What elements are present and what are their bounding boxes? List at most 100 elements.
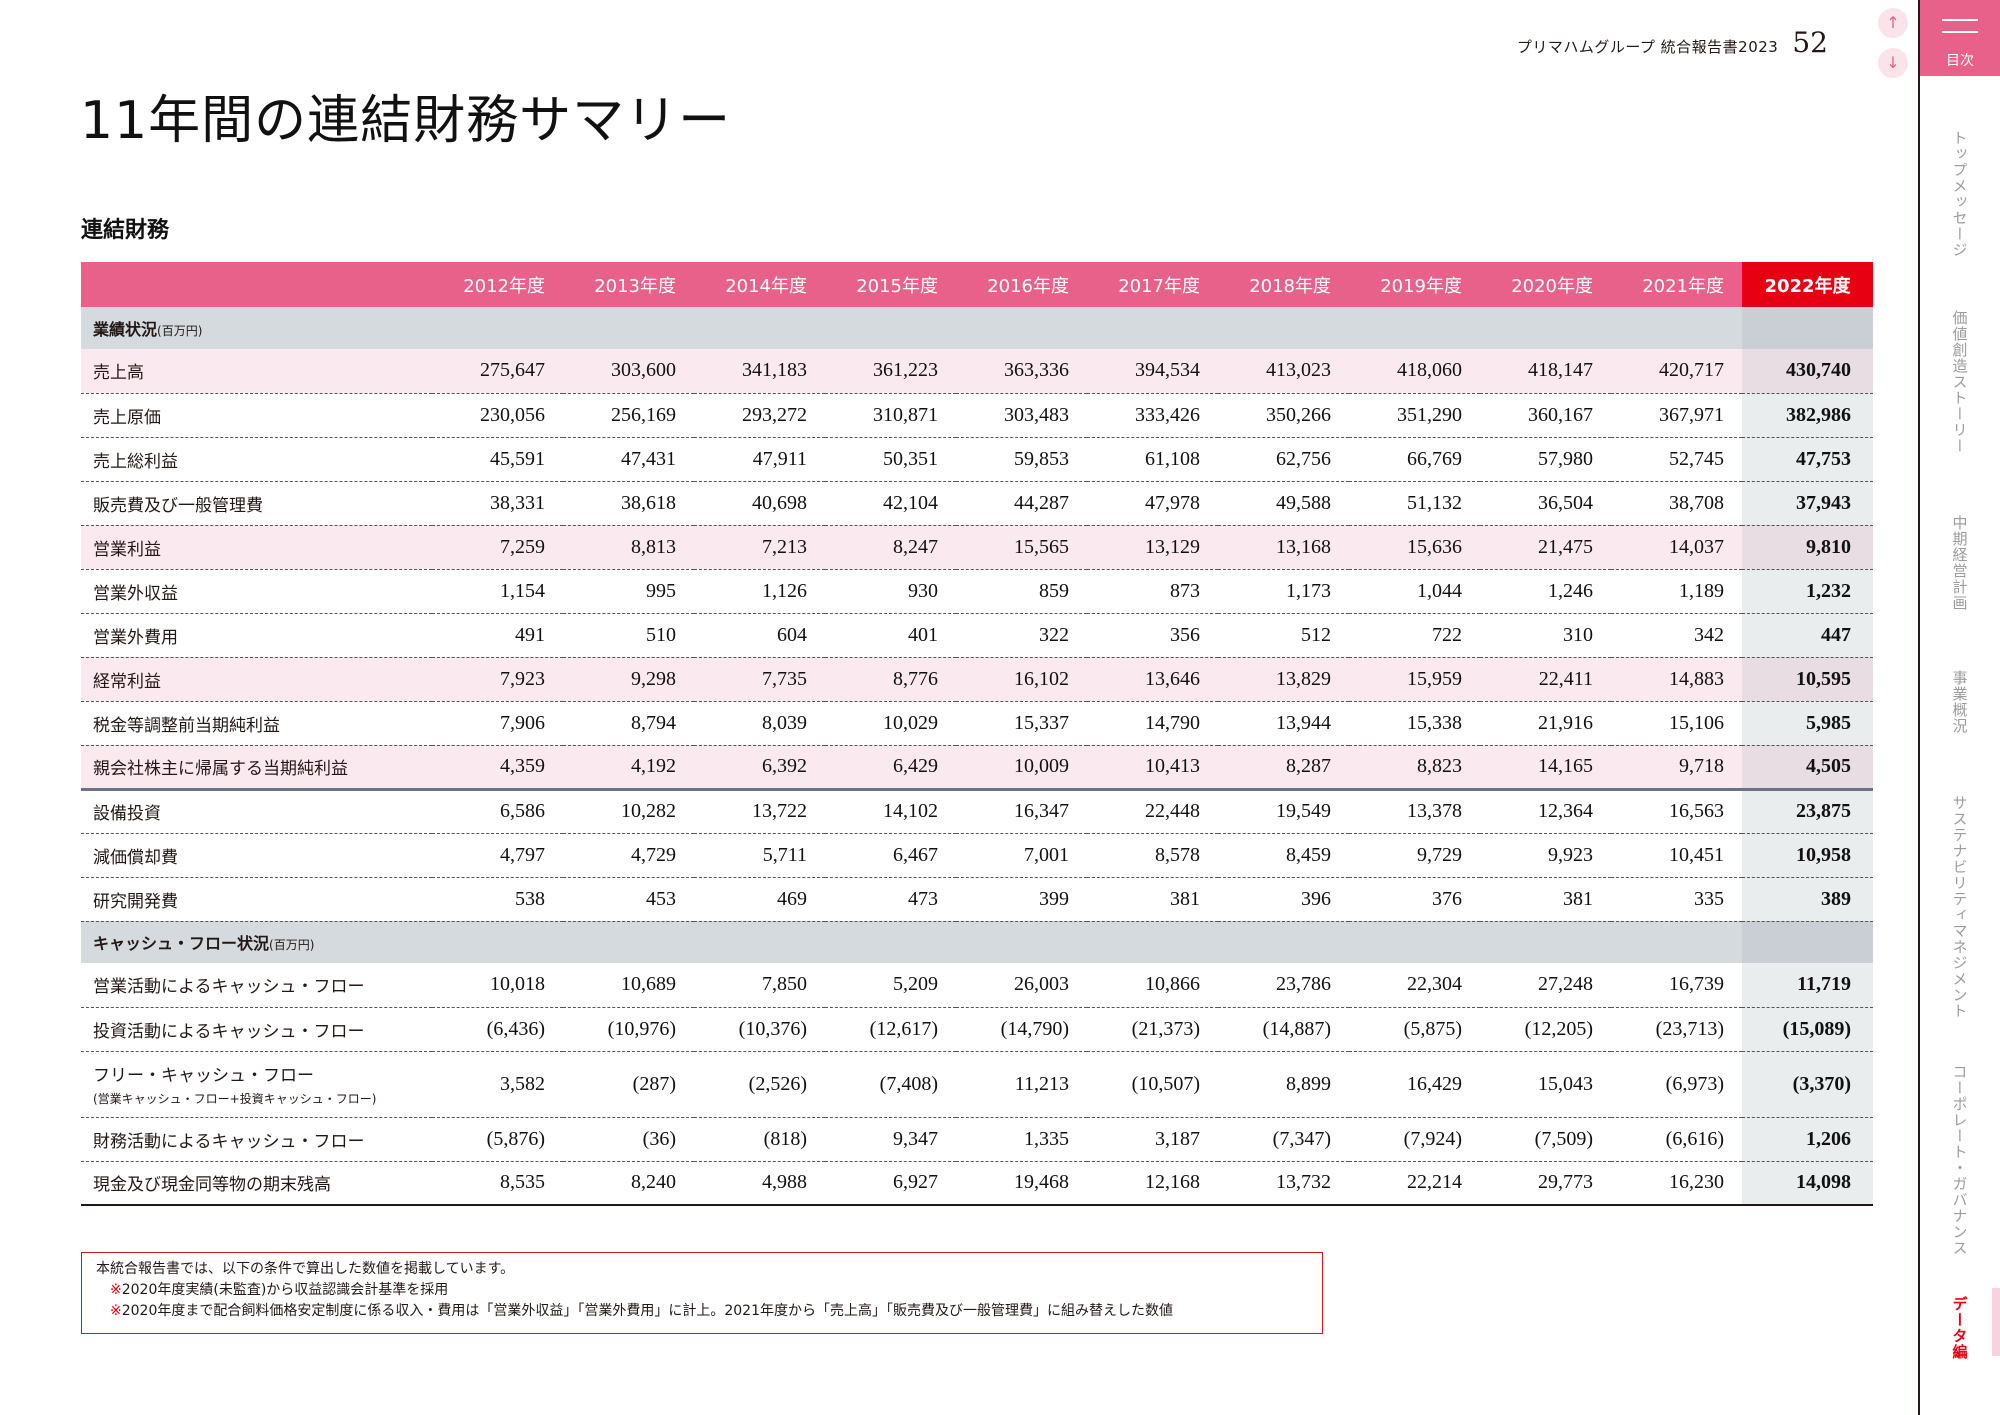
value-cell: 356 [1087,613,1218,658]
row-label: 販売費及び一般管理費 [81,481,432,526]
row-label-text: 営業外費用 [93,627,178,648]
toc-button[interactable]: 目次 [1920,0,2000,76]
value-cell: 381 [1480,877,1611,922]
value-cell: 42,104 [825,481,956,526]
value-cell: 59,853 [956,437,1087,482]
sidebar-tab-top-message[interactable]: トップメッセージ [1920,130,2000,258]
value-cell: 22,411 [1480,657,1611,702]
sidebar-tab-data[interactable]: データ編 [1920,1288,2000,1360]
row-label: 営業活動によるキャッシュ・フロー [81,963,432,1008]
value-cell: 401 [825,613,956,658]
row-label: 売上総利益 [81,437,432,482]
value-cell: 8,459 [1218,833,1349,878]
value-cell: 342 [1611,613,1742,658]
group-unit: (百万円) [269,938,315,953]
value-cell: 7,001 [956,833,1087,878]
value-cell: 16,347 [956,789,1087,834]
table-row: 現金及び現金同等物の期末残高 8,535 8,240 4,988 6,927 19,468… [81,1161,1873,1206]
value-cell: 61,108 [1087,437,1218,482]
value-cell-highlighted: 4,505 [1742,745,1873,791]
previous-page-arrow-up-icon[interactable]: ↑ [1878,8,1908,38]
value-cell: 15,106 [1611,701,1742,746]
group-title: 業績状況 [93,320,158,339]
note-item: ※2020年度実績(未監査)から収益認識会計基準を採用 [96,1280,1308,1301]
value-cell: 66,769 [1349,437,1480,482]
sidebar-tab-business-overview[interactable]: 事業概況 [1920,670,2000,734]
value-cell: (14,790) [956,1007,1087,1052]
value-cell: (12,205) [1480,1007,1611,1052]
value-cell-highlighted: 447 [1742,613,1873,658]
value-cell: 9,347 [825,1117,956,1162]
value-cell: 22,448 [1087,789,1218,834]
value-cell: (36) [563,1117,694,1162]
value-cell: 16,102 [956,657,1087,702]
value-cell-highlighted: 11,719 [1742,963,1873,1008]
row-label-text: 親会社株主に帰属する当期純利益 [93,759,348,779]
value-cell: 16,230 [1611,1161,1742,1206]
value-cell: 51,132 [1349,481,1480,526]
value-cell-highlighted: 10,595 [1742,657,1873,702]
value-cell: 6,586 [432,789,563,834]
value-cell: 376 [1349,877,1480,922]
value-cell: 44,287 [956,481,1087,526]
value-cell: 10,451 [1611,833,1742,878]
value-cell: 333,426 [1087,393,1218,438]
table-row: 営業外収益 1,154 995 1,126 930 859 873 1,173 1,044 1,2… [81,569,1873,614]
sidebar-tab-label: トップメッセージ [1950,130,1969,258]
value-cell: 9,923 [1480,833,1611,878]
column-header: 2013年度 [563,262,694,307]
value-cell: 14,037 [1611,525,1742,570]
value-cell: 453 [563,877,694,922]
value-cell: 1,335 [956,1117,1087,1162]
value-cell: (6,436) [432,1007,563,1052]
value-cell: 8,287 [1218,745,1349,791]
row-label: 親会社株主に帰属する当期純利益 [81,745,432,791]
value-cell: 8,813 [563,525,694,570]
value-cell: 47,911 [694,437,825,482]
value-cell-highlighted: 9,810 [1742,525,1873,570]
value-cell: 8,039 [694,701,825,746]
next-page-arrow-down-icon[interactable]: ↓ [1878,48,1908,78]
column-header: 2017年度 [1087,262,1218,307]
value-cell: (7,509) [1480,1117,1611,1162]
sidebar-tab-label: コーポレート・ガバナンス [1950,1064,1969,1256]
value-cell: 303,600 [563,349,694,394]
value-cell: (287) [563,1051,694,1118]
sidebar-tab-label: 中期経営計画 [1950,515,1969,611]
column-header-highlighted: 2022年度 [1742,262,1873,307]
value-cell: (12,617) [825,1007,956,1052]
column-header: 2016年度 [956,262,1087,307]
value-cell: 399 [956,877,1087,922]
value-cell: 10,029 [825,701,956,746]
value-cell-highlighted: 430,740 [1742,349,1873,394]
value-cell-highlighted: 1,232 [1742,569,1873,614]
value-cell-highlighted: 382,986 [1742,393,1873,438]
value-cell: 256,169 [563,393,694,438]
column-header: 2020年度 [1480,262,1611,307]
row-label: 営業利益 [81,525,432,570]
value-cell: 13,129 [1087,525,1218,570]
value-cell: 38,618 [563,481,694,526]
value-cell: 4,359 [432,745,563,791]
sidebar-tab-label: 事業概況 [1950,670,1969,734]
table-row: 営業外費用 491 510 604 401 322 356 512 722 310 342 447 [81,613,1873,658]
value-cell: 27,248 [1480,963,1611,1008]
value-cell-highlighted: 23,875 [1742,789,1873,834]
sidebar-tab-governance[interactable]: コーポレート・ガバナンス [1920,1064,2000,1256]
value-cell: 367,971 [1611,393,1742,438]
column-header: 2019年度 [1349,262,1480,307]
value-cell: 1,126 [694,569,825,614]
value-cell: (14,887) [1218,1007,1349,1052]
sidebar-tab-sustainability[interactable]: サステナビリティマネジメント [1920,795,2000,1019]
row-label-text: 売上総利益 [93,451,178,472]
sidebar-tab-value-creation[interactable]: 価値創造ストーリー [1920,310,2000,454]
row-label-text: 経常利益 [93,671,161,692]
value-cell: 21,916 [1480,701,1611,746]
value-cell: 510 [563,613,694,658]
row-label-text: 売上高 [93,363,144,384]
value-cell: 38,708 [1611,481,1742,526]
row-label: フリー・キャッシュ・フロー (営業キャッシュ・フロー+投資キャッシュ・フロー) [81,1051,432,1118]
sidebar-tab-mid-term-plan[interactable]: 中期経営計画 [1920,515,2000,611]
value-cell: 10,018 [432,963,563,1008]
row-label-text: 減価償却費 [93,847,178,868]
